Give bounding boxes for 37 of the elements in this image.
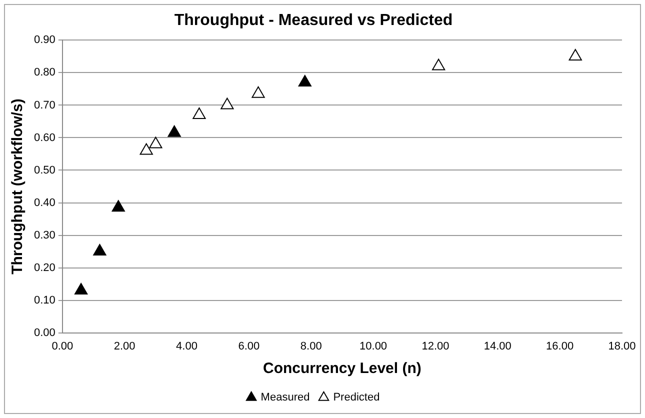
point	[252, 86, 265, 98]
legend-label: Measured	[260, 392, 310, 404]
x-tick-label: 18.00	[608, 340, 636, 352]
x-tick-label: 0.00	[52, 340, 74, 352]
x-axis-title: Concurrency Level (n)	[263, 360, 422, 378]
point	[298, 74, 312, 86]
y-tick-label: 0.00	[34, 326, 56, 339]
chart-title: Throughput - Measured vs Predicted	[174, 12, 453, 30]
x-tick-label: 10.00	[360, 340, 388, 352]
point	[112, 200, 125, 212]
y-tick-label: 0.70	[34, 99, 56, 112]
x-tick-label: 16.00	[546, 340, 574, 352]
y-tick-label: 0.90	[34, 34, 56, 46]
x-tick-label: 4.00	[176, 340, 198, 352]
legend-label: Predicted	[333, 392, 380, 404]
x-tick-label: 6.00	[238, 340, 260, 352]
y-tick-label: 0.40	[34, 196, 56, 209]
y-tick-label: 0.30	[34, 229, 56, 242]
point	[140, 143, 153, 155]
x-tick-label: 14.00	[484, 340, 512, 352]
x-tick-label: 12.00	[422, 340, 450, 352]
y-tick-label: 0.20	[34, 262, 56, 274]
y-tick-label: 0.80	[34, 66, 56, 79]
point	[192, 107, 206, 119]
point	[568, 48, 582, 60]
y-tick-label: 0.10	[34, 294, 56, 306]
x-tick-label: 2.00	[114, 340, 136, 352]
point	[74, 283, 88, 295]
x-tick-label: 8.00	[300, 340, 322, 352]
point	[168, 125, 181, 137]
y-axis-title: Throughput (workflow/s)	[9, 98, 26, 274]
y-tick-label: 0.60	[34, 132, 56, 144]
point	[220, 98, 234, 110]
point	[432, 58, 446, 70]
point	[93, 244, 106, 256]
y-tick-label: 0.50	[34, 164, 56, 176]
point	[149, 136, 162, 148]
